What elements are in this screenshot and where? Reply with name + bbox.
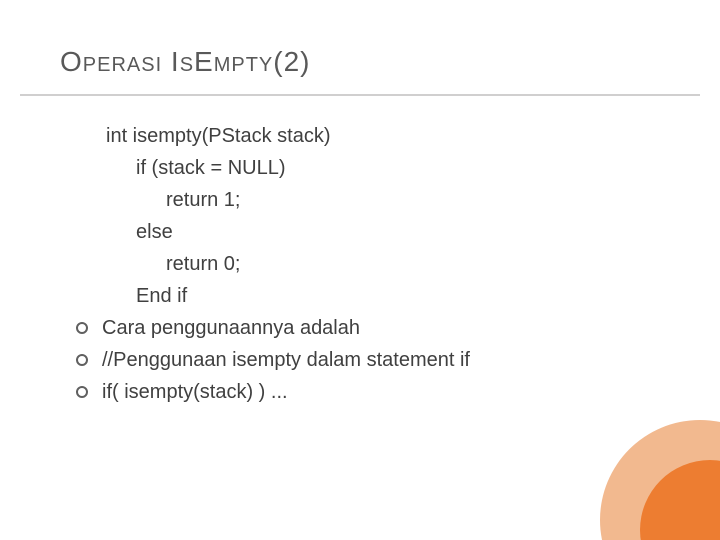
- bullet-item: if( isempty(stack) ) ...: [76, 376, 680, 408]
- slide: Operasi IsEmpty(2) int isempty(PStack st…: [0, 0, 720, 540]
- title-area: Operasi IsEmpty(2): [20, 0, 700, 96]
- ring-bullet-icon: [76, 386, 88, 398]
- code-line-return0: return 0;: [76, 248, 680, 280]
- code-line-else: else: [76, 216, 680, 248]
- ring-bullet-icon: [76, 354, 88, 366]
- bullet-text: //Penggunaan isempty dalam statement if: [102, 344, 470, 376]
- code-line-if: if (stack = NULL): [76, 152, 680, 184]
- body-area: int isempty(PStack stack) if (stack = NU…: [0, 96, 720, 408]
- code-line-signature: int isempty(PStack stack): [76, 120, 680, 152]
- bullet-text: if( isempty(stack) ) ...: [102, 376, 288, 408]
- bullet-item: Cara penggunaannya adalah: [76, 312, 680, 344]
- bullet-text: Cara penggunaannya adalah: [102, 312, 360, 344]
- ring-bullet-icon: [76, 322, 88, 334]
- slide-title: Operasi IsEmpty(2): [60, 46, 660, 78]
- bullet-item: //Penggunaan isempty dalam statement if: [76, 344, 680, 376]
- code-line-endif: End if: [76, 280, 680, 312]
- code-line-return1: return 1;: [76, 184, 680, 216]
